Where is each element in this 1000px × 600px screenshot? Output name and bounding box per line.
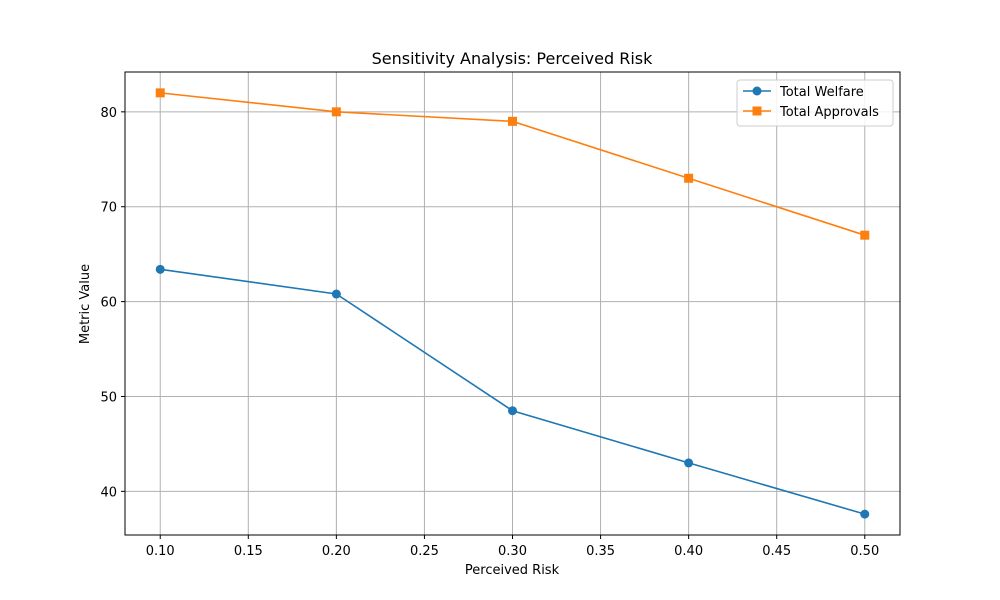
- y-tick-label: 70: [100, 201, 117, 216]
- legend-item-total-welfare: Total Welfare: [743, 85, 864, 100]
- series-total-approvals: [155, 88, 870, 240]
- y-axis-label: Metric Value: [78, 264, 93, 344]
- legend-label-total-welfare: Total Welfare: [779, 85, 864, 100]
- data-point-total-approvals: [508, 116, 517, 126]
- data-point-total-approvals: [684, 173, 694, 183]
- data-point-total-welfare: [155, 264, 165, 274]
- x-axis: 0.10 0.15 0.20 0.25 0.30 0.35 0.40 0.45 0.50: [146, 535, 879, 559]
- y-tick-label: 60: [100, 296, 117, 311]
- x-axis-label: Perceived Risk: [465, 563, 560, 578]
- x-tick-label: 0.10: [146, 544, 175, 559]
- x-tick-label: 0.15: [234, 544, 263, 559]
- y-tick-label: 50: [100, 390, 117, 405]
- y-tick-label: 40: [100, 485, 117, 500]
- data-point-total-welfare: [860, 509, 870, 519]
- grid: [125, 72, 900, 535]
- legend-label-total-approvals: Total Approvals: [779, 105, 879, 120]
- series-layer: [155, 88, 870, 519]
- x-tick-label: 0.40: [674, 544, 703, 559]
- y-axis: 40 50 60 70 80: [100, 106, 125, 500]
- chart-title: Sensitivity Analysis: Perceived Risk: [372, 49, 653, 68]
- legend-item-total-approvals: Total Approvals: [743, 105, 879, 120]
- legend: Total Welfare Total Approvals: [736, 79, 894, 127]
- x-tick-label: 0.20: [322, 544, 351, 559]
- data-point-total-welfare: [508, 406, 517, 416]
- legend-box: [736, 79, 894, 127]
- x-tick-label: 0.50: [850, 544, 879, 559]
- x-tick-label: 0.35: [586, 544, 615, 559]
- x-tick-label: 0.30: [498, 544, 527, 559]
- data-point-total-welfare: [331, 289, 341, 299]
- data-point-total-approvals: [331, 107, 341, 117]
- data-point-total-welfare: [684, 458, 694, 468]
- legend-marker-total-approvals: [752, 106, 762, 116]
- series-total-welfare: [155, 264, 870, 519]
- legend-marker-total-welfare: [752, 86, 762, 96]
- data-point-total-approvals: [155, 88, 165, 98]
- data-point-total-approvals: [860, 230, 870, 240]
- x-tick-label: 0.45: [762, 544, 791, 559]
- y-tick-label: 80: [100, 106, 117, 121]
- x-tick-label: 0.25: [410, 544, 439, 559]
